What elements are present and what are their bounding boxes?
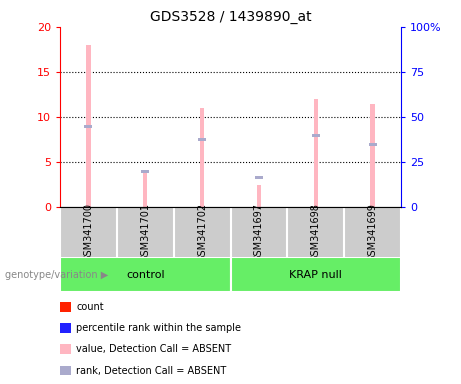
Text: GSM341702: GSM341702 [197,203,207,262]
Bar [200,108,204,207]
Text: KRAP null: KRAP null [290,270,342,280]
Text: genotype/variation ▶: genotype/variation ▶ [5,270,108,280]
Bar [84,124,93,128]
Text: GSM341700: GSM341700 [83,203,94,262]
Bar [257,185,261,207]
Title: GDS3528 / 1439890_at: GDS3528 / 1439890_at [150,10,311,25]
Text: percentile rank within the sample: percentile rank within the sample [76,323,241,333]
Bar [255,176,263,179]
Bar [141,170,149,173]
Text: rank, Detection Call = ABSENT: rank, Detection Call = ABSENT [76,366,226,376]
Text: GSM341701: GSM341701 [140,203,150,262]
Bar [312,134,320,137]
Text: GSM341699: GSM341699 [367,203,378,262]
Bar [86,45,91,207]
Bar [368,142,377,146]
Bar [198,138,206,141]
Text: count: count [76,302,104,312]
Text: value, Detection Call = ABSENT: value, Detection Call = ABSENT [76,344,231,354]
Text: GSM341697: GSM341697 [254,203,264,262]
Bar [370,104,375,207]
Bar [143,171,148,207]
Text: GSM341698: GSM341698 [311,203,321,262]
Text: control: control [126,270,165,280]
Bar [313,99,318,207]
Bar [60,257,230,292]
Bar [230,257,401,292]
